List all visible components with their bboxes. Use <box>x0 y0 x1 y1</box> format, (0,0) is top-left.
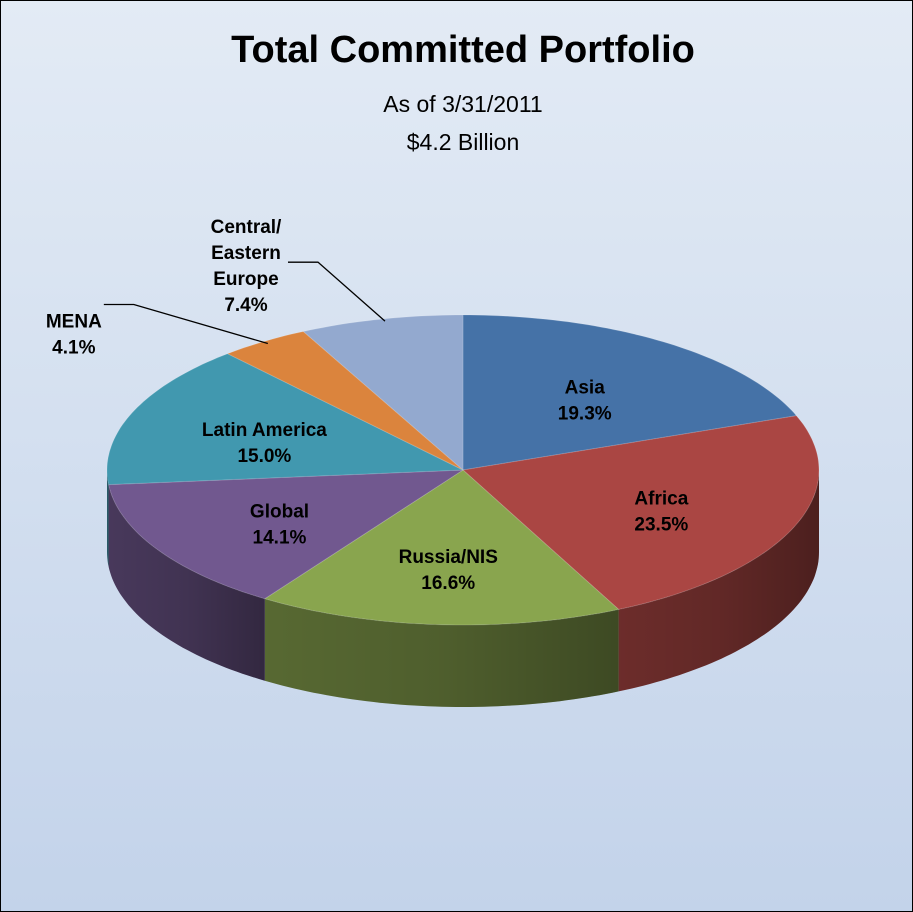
slice-label: Central/Eastern Europe <box>211 217 282 290</box>
slice-label: Asia <box>565 378 606 399</box>
slice <box>263 469 620 626</box>
value-label: 14.1% <box>253 528 307 549</box>
chart-title: Total Committed Portfolio <box>231 29 695 71</box>
slice <box>226 330 464 471</box>
value-label: 4.1% <box>52 338 95 359</box>
slice-label: MENA <box>46 312 102 333</box>
leader-line <box>103 303 269 345</box>
slice-side-shade <box>618 470 819 692</box>
slice-label: Latin America <box>202 420 327 441</box>
leader-line <box>287 261 386 322</box>
slice <box>461 415 820 610</box>
value-label: 23.5% <box>634 515 688 536</box>
slice <box>107 469 465 600</box>
slice <box>106 353 464 486</box>
value-label: 7.4% <box>224 295 267 316</box>
slice-side-shade <box>107 470 109 567</box>
slice <box>302 314 464 472</box>
value-label: 15.0% <box>237 446 291 467</box>
slice-side-shade <box>264 598 619 707</box>
subtitle: $4.2 Billion <box>407 129 520 155</box>
value-label: 16.6% <box>421 573 475 594</box>
slice <box>462 314 798 471</box>
value-label: 19.3% <box>558 404 612 425</box>
slice-label: Global <box>250 502 309 523</box>
slice-label: Africa <box>634 489 688 510</box>
subtitle: As of 3/31/2011 <box>383 91 542 117</box>
slice-side-shade <box>108 484 265 681</box>
slice-label: Russia/NIS <box>399 547 498 568</box>
